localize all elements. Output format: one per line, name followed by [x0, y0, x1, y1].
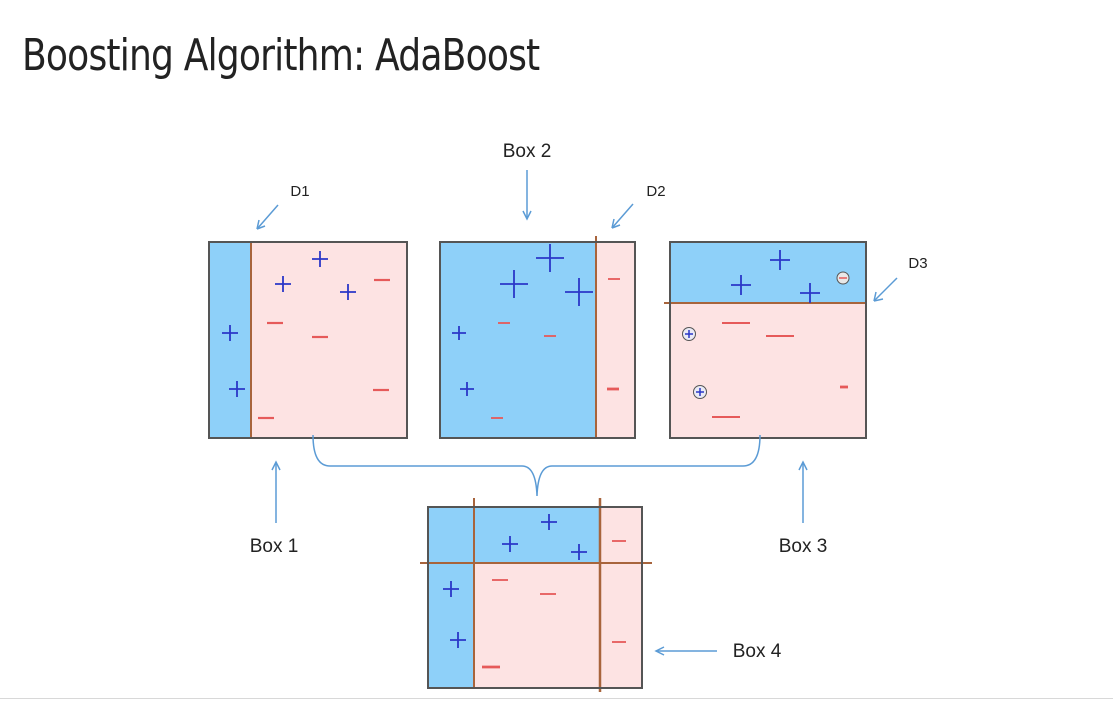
box-3-circled-signs	[682, 271, 850, 399]
box-3-negative-region	[670, 303, 866, 438]
plus-sign	[696, 388, 704, 396]
box-4	[420, 498, 652, 692]
page-title: Boosting Algorithm: AdaBoost	[22, 30, 540, 81]
plus-sign	[565, 278, 593, 306]
arrow-head	[271, 460, 281, 471]
arrow-head	[654, 646, 665, 656]
d1-label: D1	[290, 183, 309, 200]
arrow-head	[611, 218, 621, 229]
plus-sign	[800, 283, 820, 303]
box-2-minus-signs	[491, 278, 620, 419]
box-1	[208, 241, 408, 439]
plus-sign	[500, 270, 528, 298]
box-4-negative-top-right	[600, 507, 642, 563]
box-4-plus-signs	[443, 514, 587, 648]
plus-sign	[685, 330, 693, 338]
box-4-frame	[427, 506, 643, 689]
box-1-minus-signs	[258, 278, 390, 420]
box-2-plus-signs	[452, 244, 593, 396]
plus-sign	[536, 244, 564, 272]
arrow-head	[873, 291, 884, 302]
box-1-plus-signs	[222, 251, 356, 397]
d2-arrow	[611, 203, 634, 229]
box-2	[439, 236, 636, 439]
box-2-negative-region	[596, 242, 635, 438]
plus-sign	[450, 632, 466, 648]
box-2-positive-region	[440, 242, 596, 438]
bottom-divider	[0, 698, 1113, 699]
arrows	[256, 170, 898, 656]
box-2-label: Box 2	[503, 141, 552, 162]
box-3-minus-signs	[712, 322, 848, 418]
plus-sign	[731, 275, 751, 295]
arrow-head	[256, 219, 266, 230]
box-3	[664, 241, 867, 439]
d2-label: D2	[646, 183, 665, 200]
arrow-head	[522, 210, 532, 221]
d1-arrow	[256, 204, 279, 230]
box-1-negative-region	[251, 242, 407, 438]
plus-sign	[222, 325, 238, 341]
plus-sign	[541, 514, 557, 530]
plus-sign	[229, 381, 245, 397]
combine-brace	[312, 434, 761, 497]
plus-sign	[502, 536, 518, 552]
plus-sign	[340, 284, 356, 300]
box-3-label: Box 3	[779, 536, 828, 557]
box-2-frame	[439, 241, 636, 439]
box-3-positive-region	[670, 242, 866, 303]
plus-sign	[275, 276, 291, 292]
box-1-frame	[208, 241, 408, 439]
box-4-negative-region	[474, 563, 642, 688]
d3-arrow	[873, 277, 898, 302]
plus-sign	[312, 251, 328, 267]
box-1-label: Box 1	[250, 536, 299, 557]
plus-sign	[571, 544, 587, 560]
plus-sign	[452, 326, 466, 340]
plus-sign	[460, 382, 474, 396]
box-3-frame	[669, 241, 867, 439]
box-4-minus-signs	[482, 540, 626, 669]
d3-label: D3	[908, 255, 927, 272]
plus-sign	[770, 250, 790, 270]
box-4-label: Box 4	[733, 641, 782, 662]
arrow-head	[798, 460, 808, 471]
plus-sign	[443, 581, 459, 597]
box-3-plus-signs	[731, 250, 820, 303]
